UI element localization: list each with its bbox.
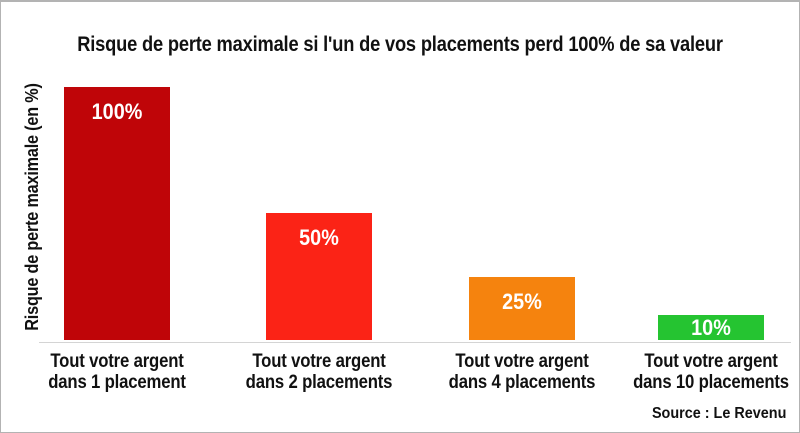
bar-category-label: Tout votre argent dans 10 placements (623, 351, 799, 393)
bar-category-label: Tout votre argent dans 4 placements (434, 351, 610, 393)
bar-category-line: Tout votre argent (50, 351, 184, 372)
bar-value-label: 100% (91, 99, 143, 124)
bar-category-label: Tout votre argent dans 2 placements (231, 351, 407, 393)
bar-value-label: 25% (502, 289, 542, 314)
source-note: Source : Le Revenu (651, 405, 786, 422)
bar-category-line: Tout votre argent (455, 351, 589, 372)
bar-segment: 25% (469, 277, 575, 340)
bar-value-label: 10% (691, 314, 731, 340)
bar-category-label: Tout votre argent dans 1 placement (29, 351, 205, 393)
bar-value-label: 50% (299, 225, 339, 250)
bar-segment: 10% (658, 315, 764, 340)
bar-category-line: dans 4 placements (448, 372, 596, 393)
chart-title: Risque de perte maximale si l'un de vos … (77, 33, 723, 56)
bar-category-line: dans 10 placements (633, 372, 789, 393)
bar-category-line: Tout votre argent (252, 351, 386, 372)
bar-category-line: dans 1 placement (48, 372, 186, 393)
x-axis-baseline (39, 342, 791, 343)
bar-category-line: Tout votre argent (644, 351, 778, 372)
bar-segment: 100% (64, 87, 170, 340)
bar-segment: 50% (266, 213, 372, 340)
bar-category-line: dans 2 placements (245, 372, 393, 393)
